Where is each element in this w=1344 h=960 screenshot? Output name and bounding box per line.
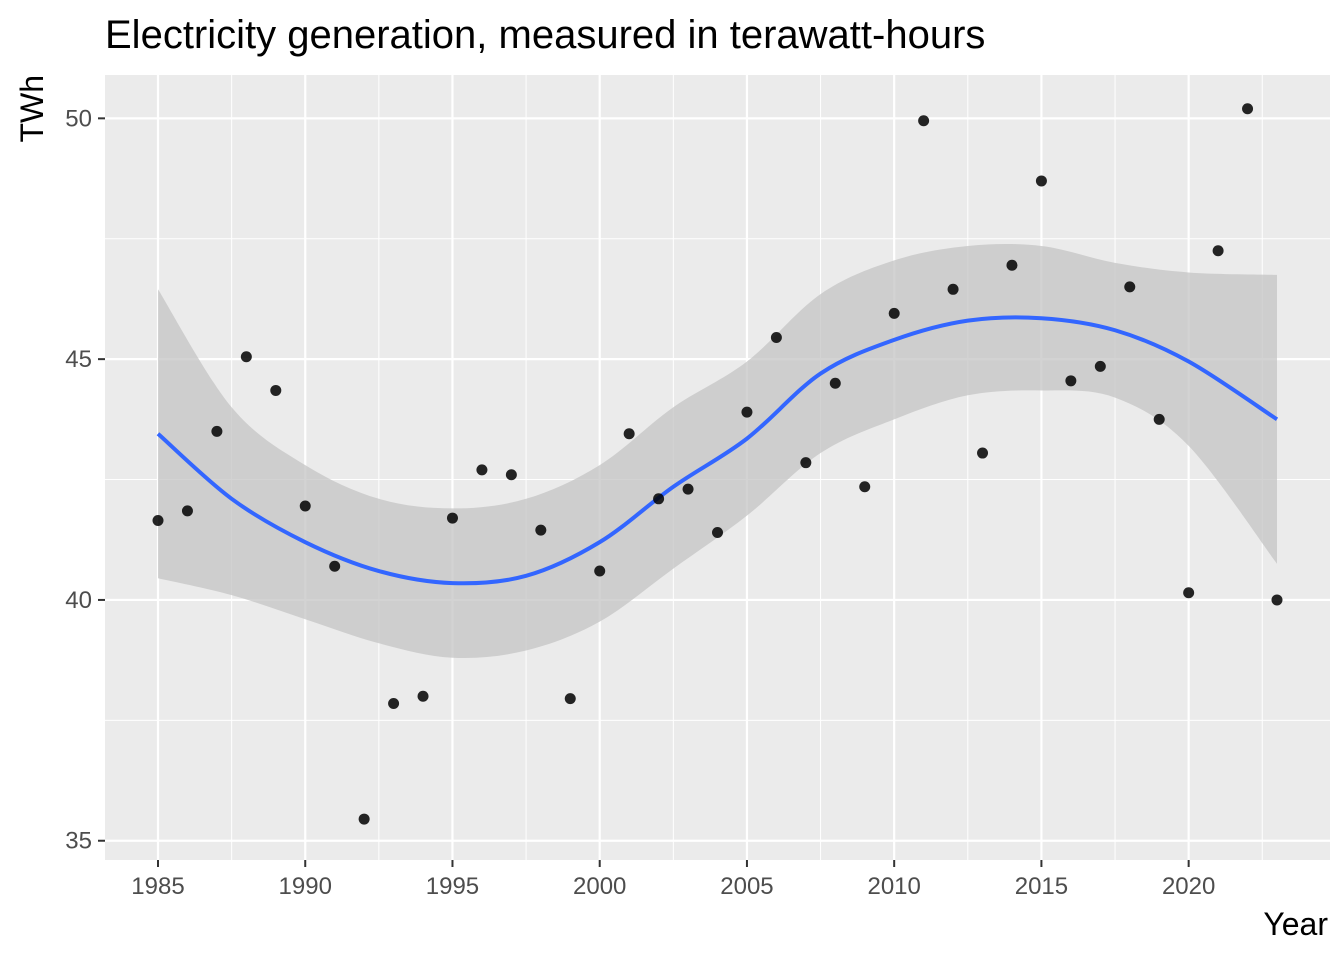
data-point — [1094, 360, 1106, 372]
data-point — [535, 524, 547, 536]
data-point — [358, 813, 370, 825]
x-tick-label: 2015 — [1015, 873, 1068, 900]
data-point — [918, 115, 930, 127]
y-tick-label: 40 — [65, 587, 92, 614]
y-tick-label: 35 — [65, 828, 92, 855]
y-axis: 35 40 45 50 — [65, 105, 105, 855]
data-point — [388, 697, 400, 709]
data-point — [240, 351, 252, 363]
confidence-ribbon — [158, 244, 1277, 659]
y-axis-title: TWh — [14, 75, 50, 143]
x-axis-title: Year — [1263, 906, 1328, 942]
x-tick-label: 1985 — [131, 873, 184, 900]
data-point — [1153, 413, 1165, 425]
data-point — [1242, 103, 1254, 115]
data-point — [329, 560, 341, 572]
smooth-line-layer — [156, 315, 1279, 586]
x-tick-label: 2005 — [720, 873, 773, 900]
data-point — [211, 425, 223, 437]
chart-title: Electricity generation, measured in tera… — [105, 13, 985, 57]
x-axis: 1985 1990 1995 2000 2005 2010 2015 2020 — [131, 860, 1215, 900]
data-point — [1124, 281, 1136, 293]
smooth-line — [156, 315, 1279, 586]
data-point — [1035, 175, 1047, 187]
data-point — [653, 493, 665, 505]
data-point — [1006, 259, 1018, 271]
data-point — [859, 481, 871, 493]
data-point — [270, 384, 282, 396]
data-point — [1065, 375, 1077, 387]
data-point — [476, 464, 488, 476]
data-point — [682, 483, 694, 495]
data-point — [829, 377, 841, 389]
data-point — [446, 512, 458, 524]
data-point — [181, 505, 193, 517]
data-point — [1183, 587, 1195, 599]
data-point — [800, 457, 812, 469]
data-point — [712, 527, 723, 539]
data-point — [505, 469, 517, 481]
x-tick-label: 1990 — [279, 873, 332, 900]
data-point — [888, 307, 900, 319]
data-points — [152, 103, 1283, 825]
data-point — [299, 500, 311, 512]
y-tick-label: 45 — [65, 346, 92, 373]
data-point — [152, 514, 164, 526]
data-point — [977, 447, 989, 459]
data-point — [1212, 245, 1224, 257]
x-tick-label: 2000 — [573, 873, 626, 900]
data-point — [564, 693, 576, 705]
data-point — [947, 283, 959, 295]
x-tick-label: 1995 — [426, 873, 479, 900]
x-tick-label: 2020 — [1162, 873, 1215, 900]
data-point — [1271, 594, 1283, 606]
y-tick-label: 50 — [65, 105, 92, 132]
data-point — [741, 406, 753, 418]
data-point — [417, 690, 429, 702]
confidence-ribbon-layer — [158, 244, 1277, 659]
data-point — [770, 331, 782, 343]
x-tick-label: 2010 — [867, 873, 920, 900]
data-point — [594, 565, 606, 577]
data-point — [623, 428, 635, 440]
